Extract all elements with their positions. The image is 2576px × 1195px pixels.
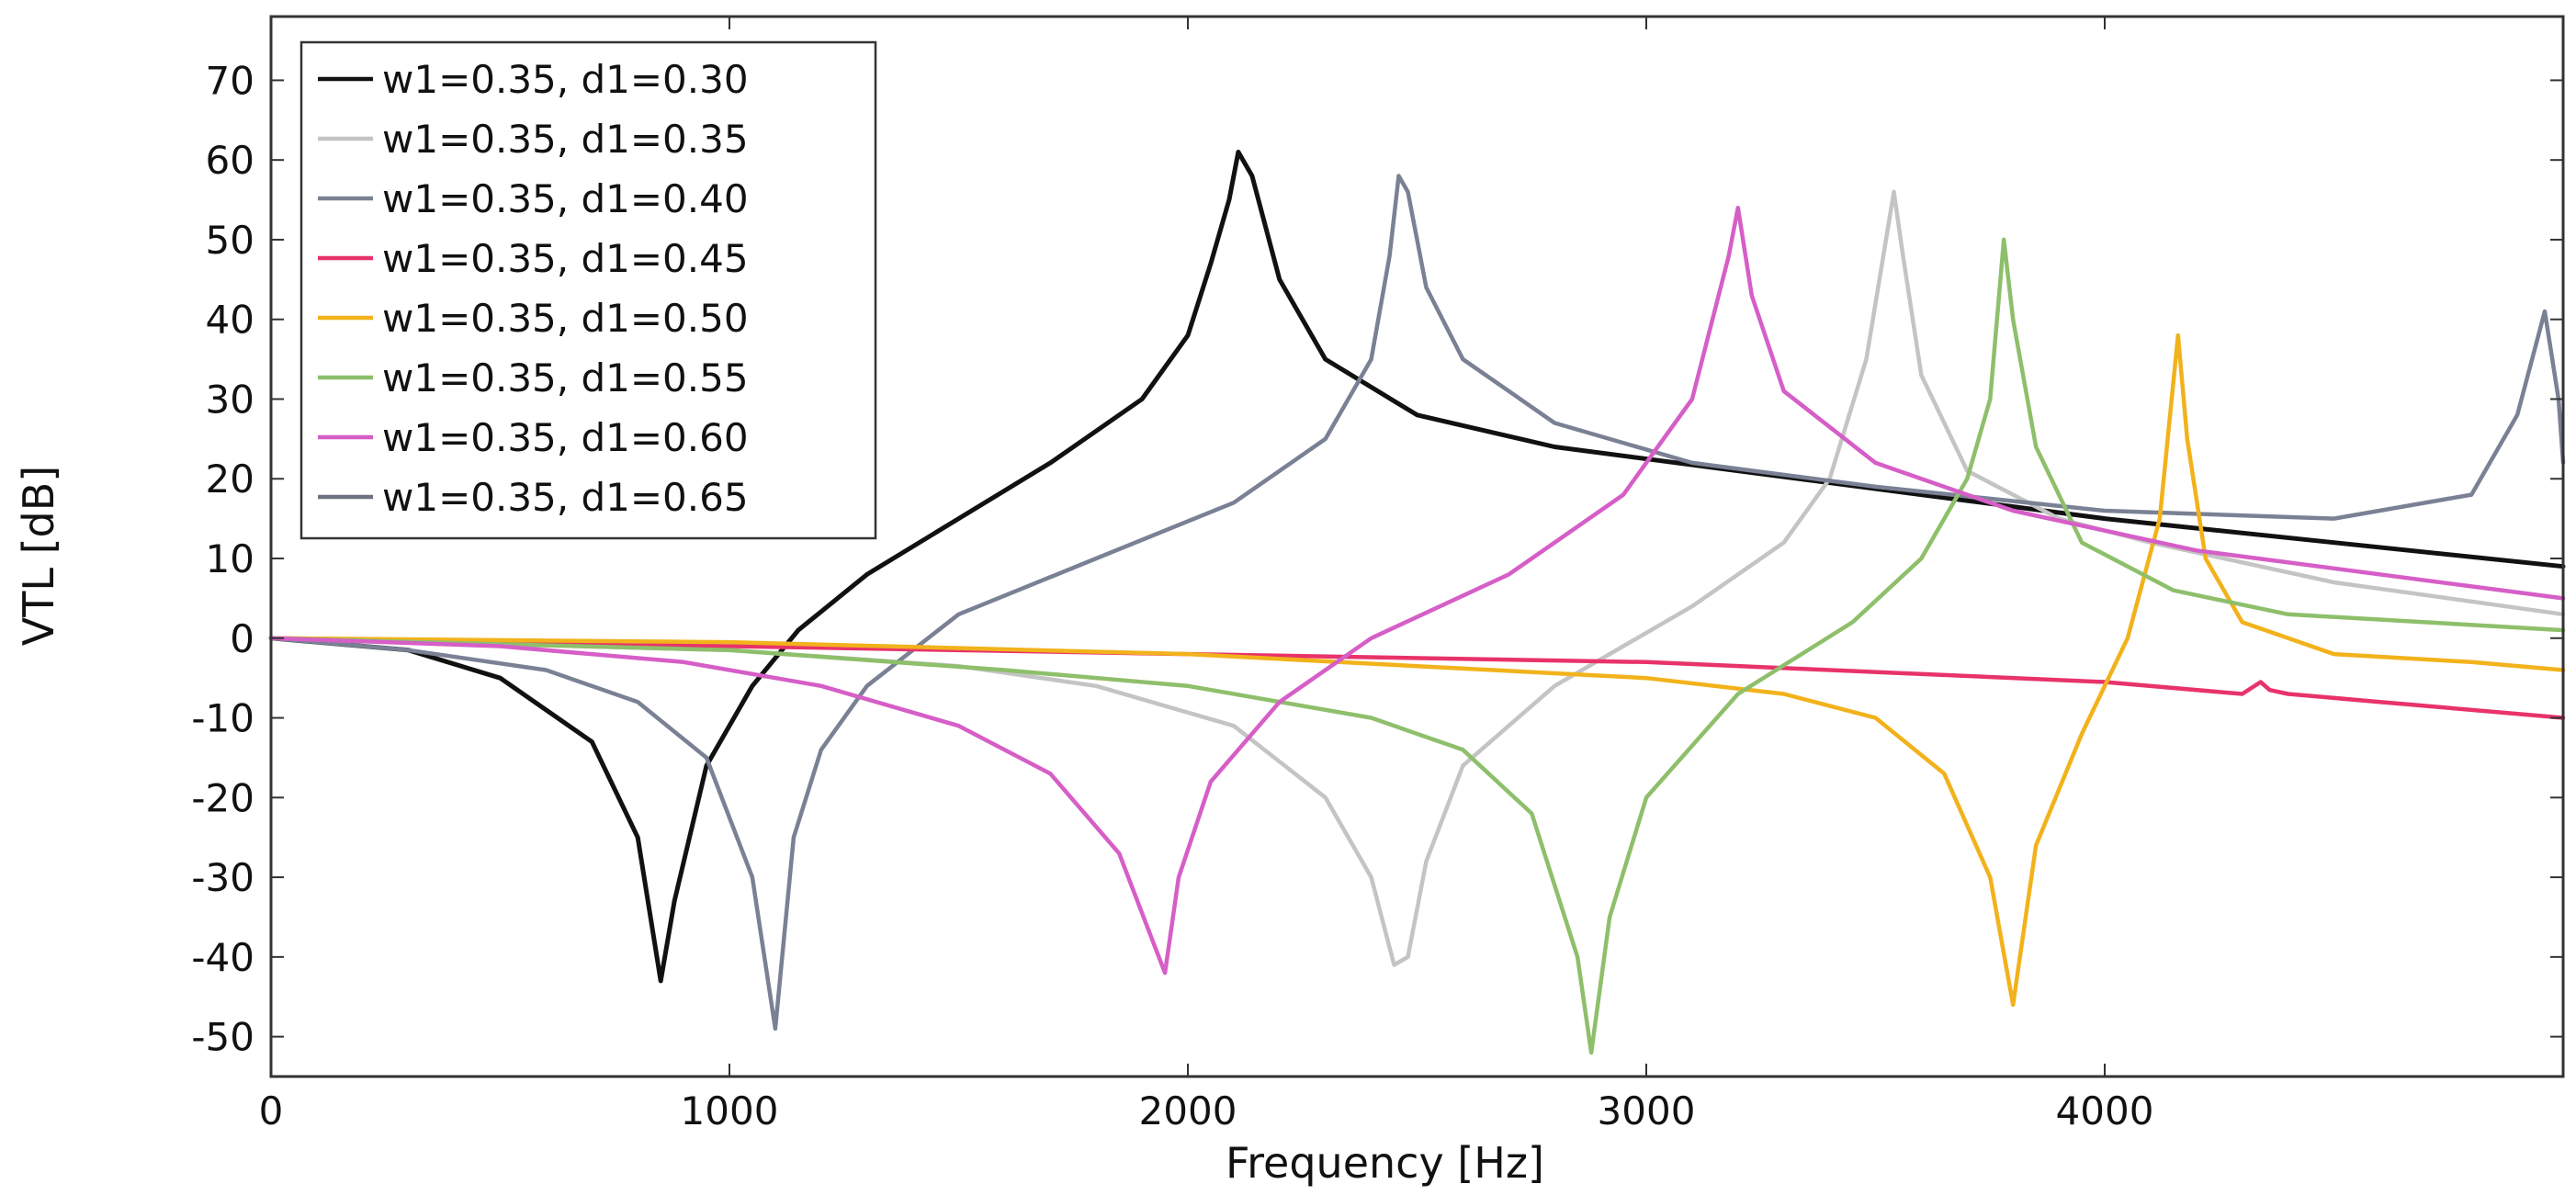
series-line-2 bbox=[268, 189, 2566, 967]
y-tick-label: -30 bbox=[191, 855, 254, 900]
legend-label-3: w1=0.35, d1=0.40 bbox=[382, 176, 749, 221]
y-axis-title: VTL [dB] bbox=[14, 466, 63, 646]
x-tick-label: 2000 bbox=[1139, 1088, 1237, 1133]
series-line-3 bbox=[268, 174, 2566, 1032]
y-tick-label: 60 bbox=[206, 138, 254, 183]
y-tick-label: -40 bbox=[191, 935, 254, 980]
y-tick-label: 30 bbox=[206, 377, 254, 422]
series-layer bbox=[268, 150, 2566, 1055]
ticks-layer: 0 1000 2000 3000 4000 70 60 50 40 30 20 10 0 -10 -20 -3… bbox=[191, 17, 2563, 1133]
legend: w1=0.35, d1=0.30 w1=0.35, d1=0.35 w1=0.35,… bbox=[299, 40, 877, 540]
x-tick-label: 4000 bbox=[2056, 1088, 2154, 1133]
legend-label-5: w1=0.35, d1=0.50 bbox=[382, 296, 749, 341]
legend-label-4: w1=0.35, d1=0.45 bbox=[382, 236, 749, 281]
y-tick-label: -20 bbox=[191, 775, 254, 820]
legend-label-6: w1=0.35, d1=0.55 bbox=[382, 355, 749, 400]
y-tick-label: 40 bbox=[206, 298, 254, 343]
y-tick-label: 50 bbox=[206, 218, 254, 263]
x-tick-label: 0 bbox=[259, 1088, 284, 1133]
plot-frame bbox=[269, 15, 2565, 1078]
legend-box bbox=[299, 40, 877, 540]
x-axis-title: Frequency [Hz] bbox=[1226, 1138, 1544, 1188]
y-tick-label: -50 bbox=[191, 1015, 254, 1060]
series-line-4 bbox=[268, 636, 2566, 720]
legend-label-1: w1=0.35, d1=0.30 bbox=[382, 57, 749, 102]
x-tick-label: 1000 bbox=[681, 1088, 779, 1133]
y-tick-label: -10 bbox=[191, 696, 254, 741]
series-line-6 bbox=[268, 237, 2566, 1055]
y-tick-label: 10 bbox=[206, 536, 254, 581]
x-tick-label: 3000 bbox=[1598, 1088, 1696, 1133]
y-tick-label: 20 bbox=[206, 457, 254, 502]
legend-label-2: w1=0.35, d1=0.35 bbox=[382, 117, 749, 162]
series-line-7 bbox=[268, 205, 2566, 975]
y-tick-label: 70 bbox=[206, 58, 254, 103]
legend-label-8: w1=0.35, d1=0.65 bbox=[382, 475, 749, 520]
legend-label-7: w1=0.35, d1=0.60 bbox=[382, 415, 749, 460]
series-line-1 bbox=[268, 150, 2566, 984]
y-tick-label: 0 bbox=[230, 616, 254, 661]
